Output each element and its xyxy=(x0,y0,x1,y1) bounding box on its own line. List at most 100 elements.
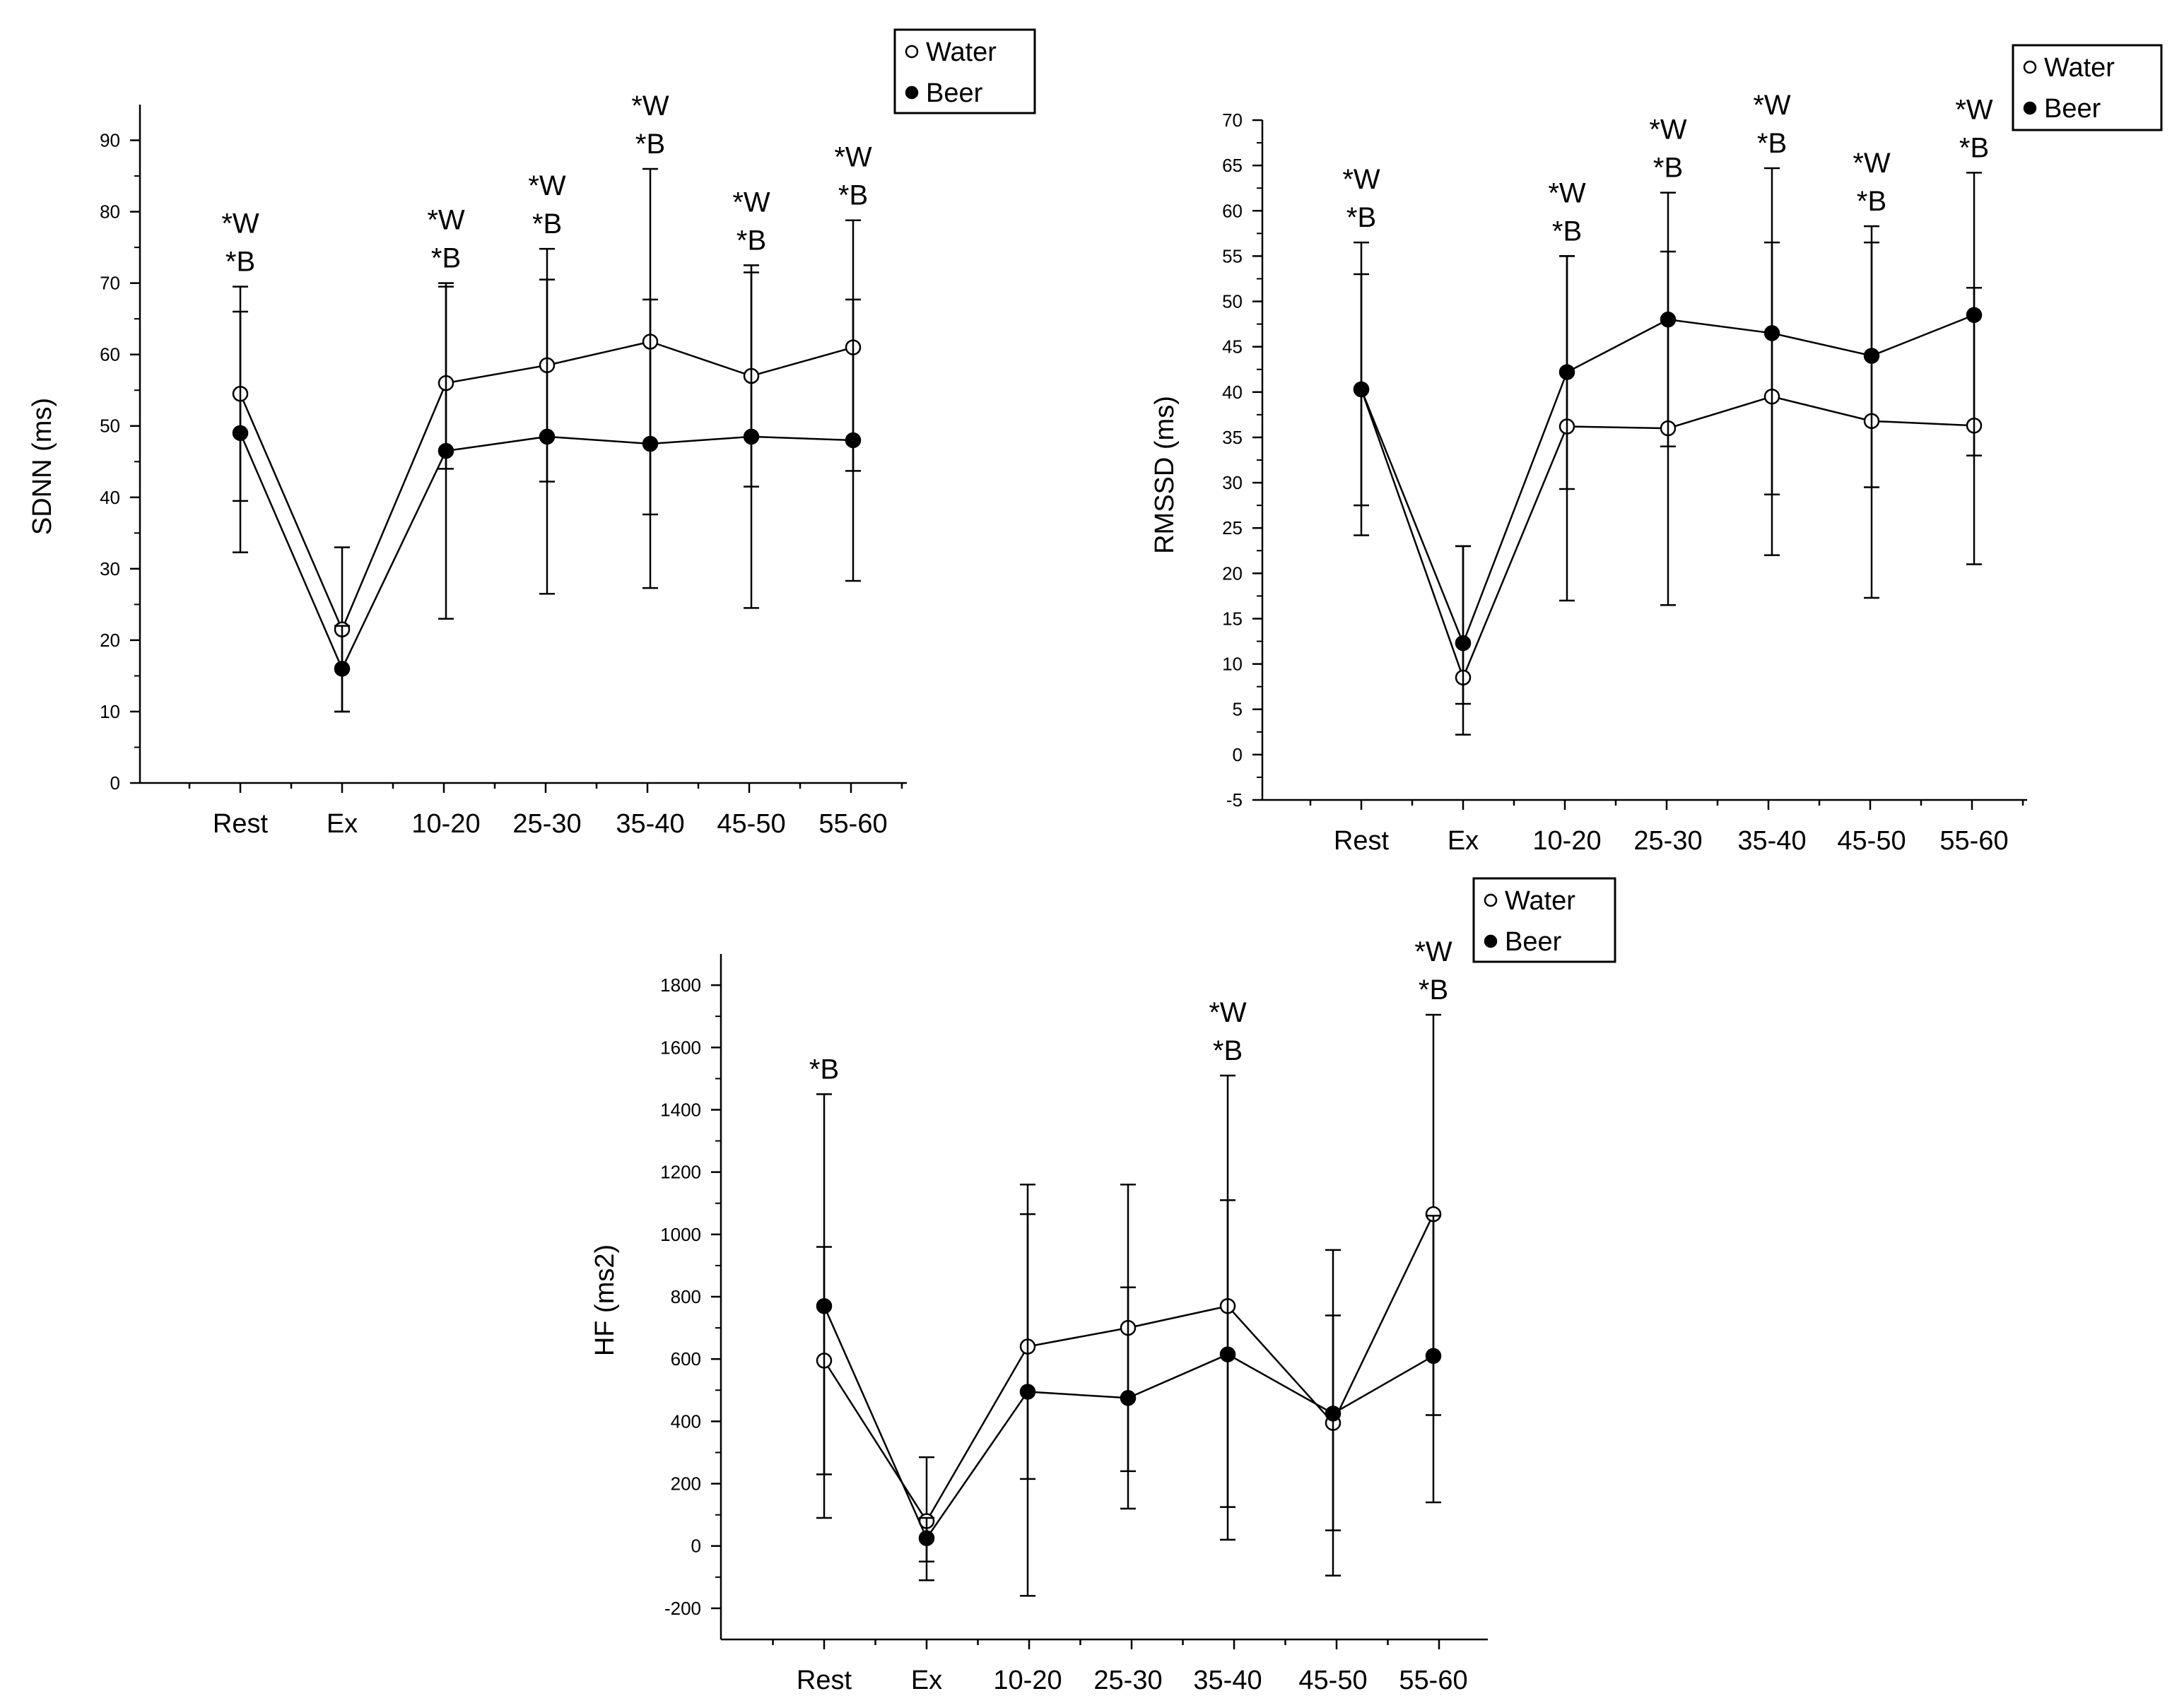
x-tick-label: 10-20 xyxy=(411,809,480,839)
y-tick-label: 1200 xyxy=(660,1162,701,1183)
significance-label: *B xyxy=(1419,974,1448,1006)
legend-label-water: Water xyxy=(1505,886,1575,916)
data-point xyxy=(1966,307,1983,324)
y-tick-label: 25 xyxy=(1222,517,1243,538)
y-tick-label: 40 xyxy=(1222,382,1243,403)
significance-label: *B xyxy=(635,129,665,160)
x-tick-label: Rest xyxy=(797,1666,852,1695)
data-point xyxy=(438,442,454,459)
x-tick-label: 25-30 xyxy=(512,809,581,839)
significance-label: *B xyxy=(431,243,461,274)
y-tick-label: 5 xyxy=(1233,699,1243,720)
significance-label: *B xyxy=(809,1054,839,1085)
x-tick-label: 45-50 xyxy=(1298,1666,1367,1695)
significance-label: *W xyxy=(834,142,872,173)
y-tick-label: 1600 xyxy=(660,1037,701,1058)
y-tick-label: 400 xyxy=(671,1410,701,1432)
y-tick-label: 65 xyxy=(1222,155,1243,176)
significance-label: *W xyxy=(1342,164,1380,195)
significance-label: *B xyxy=(1959,132,1989,163)
significance-label: *W xyxy=(1649,114,1687,146)
y-tick-label: 30 xyxy=(100,558,120,579)
legend-label-beer: Beer xyxy=(926,78,983,108)
x-tick-label: Rest xyxy=(1334,826,1390,856)
x-tick-label: 45-50 xyxy=(717,809,785,839)
significance-label: *W xyxy=(1414,936,1452,967)
significance-label: *W xyxy=(1548,177,1586,208)
data-point xyxy=(918,1530,935,1546)
data-point xyxy=(642,435,659,452)
y-tick-label: 1400 xyxy=(660,1099,701,1120)
data-point xyxy=(334,661,351,677)
significance-label: *B xyxy=(1857,186,1886,217)
legend-label-beer: Beer xyxy=(1505,927,1562,957)
legend-marker-beer xyxy=(905,86,919,100)
y-tick-label: 800 xyxy=(671,1286,701,1307)
x-tick-label: 35-40 xyxy=(1193,1666,1262,1695)
y-tick-label: 45 xyxy=(1222,336,1243,358)
x-tick-label: 55-60 xyxy=(1939,826,2008,856)
legend: Water Beer xyxy=(2012,44,2163,131)
y-tick-label: 60 xyxy=(1222,200,1243,221)
y-tick-label: 70 xyxy=(100,273,120,294)
y-axis-label: SDNN (ms) xyxy=(28,398,57,535)
legend-marker-water xyxy=(1484,893,1498,907)
legend-label-beer: Beer xyxy=(2044,94,2101,124)
legend-marker-water xyxy=(2023,60,2037,74)
y-tick-label: 1000 xyxy=(660,1224,701,1245)
y-axis-label: HF (ms2) xyxy=(590,1244,620,1356)
data-point xyxy=(1325,1406,1342,1422)
x-tick-label: Ex xyxy=(1448,826,1479,856)
series-beer xyxy=(232,271,862,713)
legend-box xyxy=(893,28,1036,114)
significance-label: *B xyxy=(1213,1035,1243,1066)
y-axis-label: RMSSD (ms) xyxy=(1150,396,1180,554)
significance-label: *W xyxy=(1853,148,1891,179)
significance-label: *W xyxy=(528,170,566,201)
x-tick-label: Rest xyxy=(213,809,269,839)
y-tick-label: 600 xyxy=(671,1348,701,1370)
x-tick-label: 25-30 xyxy=(1093,1666,1162,1695)
data-point xyxy=(1425,1348,1442,1365)
y-tick-label: 30 xyxy=(1222,472,1243,493)
x-tick-label: 45-50 xyxy=(1837,826,1906,856)
y-tick-label: 0 xyxy=(110,772,120,794)
significance-label: *B xyxy=(225,247,255,278)
data-point xyxy=(1763,325,1780,341)
legend: Water Beer xyxy=(1472,877,1616,963)
legend-marker-beer xyxy=(1484,934,1498,948)
significance-label: *B xyxy=(532,208,562,240)
y-tick-label: 35 xyxy=(1222,427,1243,448)
x-tick-label: 10-20 xyxy=(993,1666,1062,1695)
y-tick-label: 10 xyxy=(1222,654,1243,675)
chart-panel-2: -5 0 5 10 15 20 25 30 35 40 45 50 55 60 65 70 Rest Ex 10-2… xyxy=(1150,44,2163,856)
significance-label: *B xyxy=(1757,128,1787,159)
legend-marker-water xyxy=(905,45,919,59)
y-tick-label: 0 xyxy=(691,1536,701,1557)
legend-box xyxy=(1472,877,1616,963)
significance-label: *B xyxy=(838,180,868,211)
significance-label: *W xyxy=(1753,90,1791,121)
data-point xyxy=(1455,635,1472,652)
chart-panel-1: 0 10 20 30 40 50 60 70 80 90 Rest Ex 10-20 25-30 35-40… xyxy=(28,28,1036,839)
y-tick-label: 15 xyxy=(1222,608,1243,629)
x-tick-label: 25-30 xyxy=(1633,826,1702,856)
data-point xyxy=(1353,381,1370,398)
significance-label: *W xyxy=(221,208,259,240)
data-point xyxy=(232,425,249,442)
y-tick-label: 20 xyxy=(100,630,120,651)
data-point xyxy=(845,432,862,449)
data-point xyxy=(1863,348,1880,364)
data-point xyxy=(1219,1346,1236,1362)
x-tick-label: 55-60 xyxy=(1399,1666,1467,1695)
data-point xyxy=(1558,364,1575,380)
y-tick-label: 1800 xyxy=(660,974,701,996)
significance-label: *B xyxy=(1552,216,1582,247)
y-tick-label: -5 xyxy=(1226,789,1243,811)
significance-label: *W xyxy=(732,187,770,218)
x-tick-label: 10-20 xyxy=(1532,826,1601,856)
data-point xyxy=(539,428,556,445)
significance-label: *W xyxy=(427,205,465,236)
data-point xyxy=(1120,1390,1137,1406)
y-tick-label: 200 xyxy=(671,1473,701,1495)
